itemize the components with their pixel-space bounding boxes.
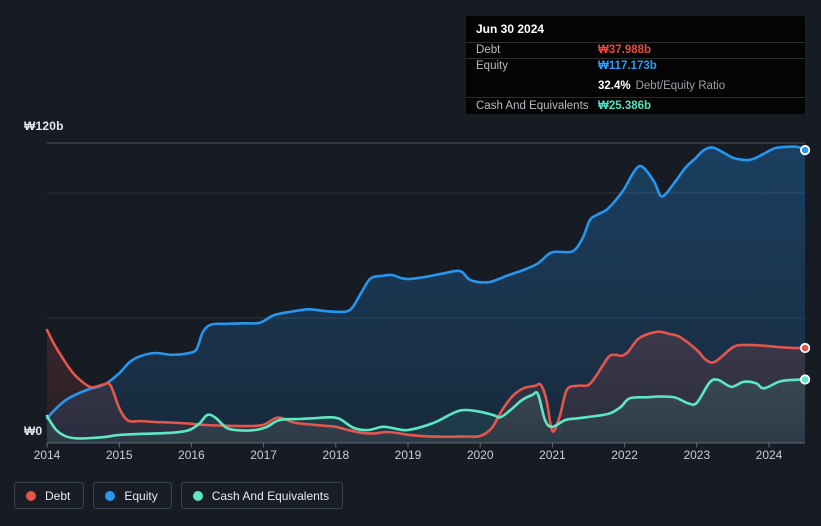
x-axis-label-2016: 2016 bbox=[178, 448, 205, 462]
tooltip-row-cash: Cash And Equivalents ₩25.386b bbox=[466, 98, 805, 114]
x-axis-label-2024: 2024 bbox=[755, 448, 783, 462]
legend-dot-icon bbox=[192, 490, 203, 501]
x-axis-label-2017: 2017 bbox=[250, 448, 277, 462]
chart-canvas[interactable] bbox=[0, 0, 821, 470]
x-axis-label-2021: 2021 bbox=[539, 448, 566, 462]
x-axis-label-2023: 2023 bbox=[683, 448, 711, 462]
legend-label: Equity bbox=[124, 488, 158, 503]
legend-dot-icon bbox=[105, 490, 116, 501]
x-axis-label-2015: 2015 bbox=[105, 448, 133, 462]
x-axis-label-2014: 2014 bbox=[33, 448, 61, 462]
x-axis: 2014 2015 2016 2017 2018 2019 2020 2021 2022 2023… bbox=[0, 448, 821, 464]
y-axis-min-label: ₩0 bbox=[24, 424, 43, 438]
cash-and-equivalents-line[interactable] bbox=[45, 378, 807, 440]
equity-endpoint-marker[interactable] bbox=[799, 145, 811, 156]
tooltip-cash-label: Cash And Equivalents bbox=[476, 99, 589, 112]
x-axis-label-2020: 2020 bbox=[466, 448, 494, 462]
equity-line[interactable] bbox=[45, 145, 807, 420]
chart-legend: Debt Equity Cash And Equivalents bbox=[14, 482, 344, 509]
tooltip-ratio-value: 32.4% bbox=[598, 79, 631, 92]
legend-label: Debt bbox=[45, 488, 71, 503]
tooltip-debt-label: Debt bbox=[476, 44, 501, 57]
tooltip-equity-value: ₩117.173b bbox=[598, 60, 657, 73]
tooltip-row-ratio: 32.4% Debt/Equity Ratio bbox=[466, 74, 805, 98]
tooltip-row-equity: Equity ₩117.173b bbox=[466, 59, 805, 75]
chart-tooltip: Jun 30 2024 Debt ₩37.988b Equity ₩117.17… bbox=[466, 16, 805, 114]
x-axis-label-2022: 2022 bbox=[611, 448, 638, 462]
debt-line[interactable] bbox=[45, 328, 807, 439]
tooltip-date: Jun 30 2024 bbox=[466, 16, 805, 43]
tooltip-ratio-label: Debt/Equity Ratio bbox=[635, 79, 726, 92]
legend-item-equity[interactable]: Equity bbox=[93, 482, 172, 509]
x-axis-label-2019: 2019 bbox=[394, 448, 422, 462]
cash-and-equivalents-area bbox=[47, 379, 806, 443]
legend-label: Cash And Equivalents bbox=[211, 488, 330, 503]
x-axis-label-2018: 2018 bbox=[322, 448, 350, 462]
legend-item-cash-and-equivalents[interactable]: Cash And Equivalents bbox=[180, 482, 344, 509]
debt-endpoint-marker[interactable] bbox=[799, 342, 811, 354]
cash-and-equivalents-endpoint-marker[interactable] bbox=[799, 374, 811, 385]
legend-dot-icon bbox=[26, 490, 36, 501]
tooltip-equity-label: Equity bbox=[476, 60, 508, 73]
y-axis-max-label: ₩120b bbox=[24, 119, 64, 133]
tooltip-debt-value: ₩37.988b bbox=[598, 44, 652, 57]
tooltip-cash-value: ₩25.386b bbox=[598, 99, 652, 112]
tooltip-row-debt: Debt ₩37.988b bbox=[466, 43, 805, 59]
legend-item-debt[interactable]: Debt bbox=[14, 482, 85, 509]
